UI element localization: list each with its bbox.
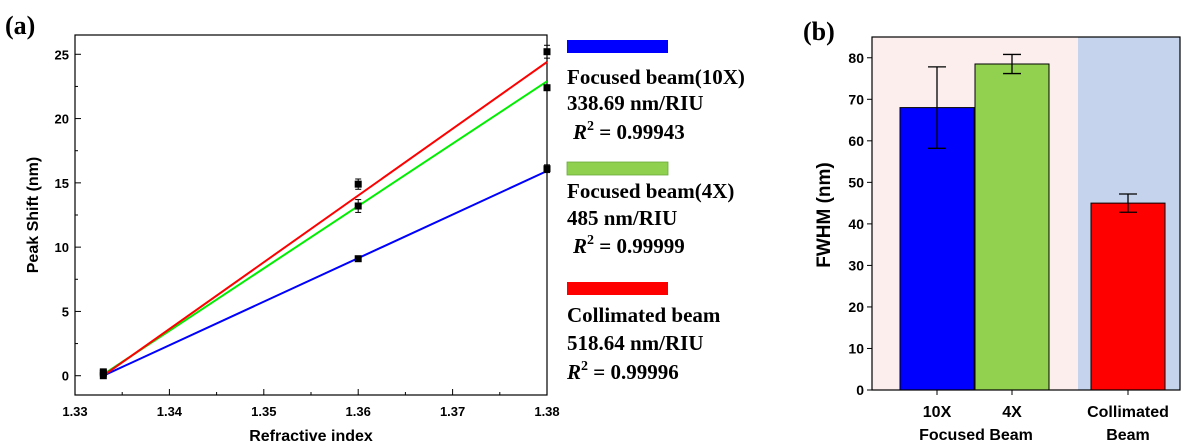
y-tick-label: 15 (55, 176, 69, 191)
legend-sensitivity-4x: 485 nm/RIU (567, 206, 677, 230)
bar-y-tick-label: 40 (848, 216, 864, 232)
bar-y-tick-label: 70 (848, 91, 864, 107)
fit-line-red (102, 61, 548, 377)
bar-0 (899, 107, 975, 391)
data-point-green (543, 84, 551, 92)
line-chart-frame (74, 34, 548, 396)
panel-b-label: (b) (803, 17, 835, 46)
bar-y-tick-label: 80 (848, 50, 864, 66)
y-tick-label: 0 (62, 369, 69, 384)
legend-r2-4x: R2 = 0.99999 (572, 233, 685, 258)
legend: Focused beam(10X) 338.69 nm/RIU R2 = 0.9… (566, 40, 745, 384)
legend-swatch-collimated (567, 282, 668, 295)
x-tick-label: 1.35 (251, 404, 276, 419)
bar-y-tick-label: 0 (856, 382, 864, 398)
legend-r2-value-10x: 0.99943 (616, 120, 684, 144)
data-point-blue (543, 165, 551, 173)
legend-r2-collimated: R2 = 0.99996 (566, 359, 679, 384)
bar-2 (1090, 202, 1166, 391)
bar-y-tick-label: 30 (848, 257, 864, 273)
bar-1 (974, 63, 1050, 391)
legend-name-4x: Focused beam(4X) (567, 179, 734, 203)
x-tick-label: 1.37 (440, 404, 465, 419)
legend-swatch-4x (566, 161, 669, 176)
y-tick-label: 10 (55, 240, 69, 255)
bar-y-tick-label: 10 (848, 340, 864, 356)
legend-name-collimated: Collimated beam (567, 303, 721, 327)
y-axis-label: Peak Shift (nm) (25, 157, 42, 273)
data-point-blue (354, 255, 362, 263)
legend-swatch-10x (567, 40, 668, 53)
legend-r2-value-collimated: 0.99996 (610, 360, 678, 384)
fit-line-blue (102, 170, 548, 377)
legend-sensitivity-10x: 338.69 nm/RIU (567, 91, 704, 115)
legend-sensitivity-collimated: 518.64 nm/RIU (567, 331, 704, 355)
line-chart: 1.33 1.34 1.35 1.36 1.37 1.38 0 5 10 15 20 25 Refr… (25, 34, 560, 445)
x-axis-label: Refractive index (249, 428, 373, 445)
bar-category-label-4x: 4X (1002, 404, 1022, 421)
x-tick-label: 1.34 (157, 404, 183, 419)
bar-category-label-collimated-line2: Beam (1106, 427, 1150, 444)
bar-y-tick-label: 50 (848, 174, 864, 190)
bar-y-axis-label: FWHM (nm) (814, 162, 835, 268)
bar-category-label-10x: 10X (923, 404, 952, 421)
fit-line-green (102, 80, 548, 376)
y-tick-label: 5 (62, 304, 69, 319)
bar-chart-frame (871, 36, 1181, 391)
bar-y-tick-label: 20 (848, 299, 864, 315)
x-tick-label: 1.36 (346, 404, 371, 419)
legend-r2-10x: R2 = 0.99943 (572, 119, 685, 144)
data-point-red (354, 180, 362, 188)
data-point-red (99, 368, 107, 376)
x-tick-label: 1.38 (534, 404, 559, 419)
y-tick-label: 20 (55, 112, 69, 127)
panel-a-label: (a) (5, 11, 35, 40)
x-tick-label: 1.33 (62, 404, 87, 419)
bar-category-label-collimated: Collimated (1087, 404, 1169, 421)
bar-y-tick-label: 60 (848, 133, 864, 149)
data-point-red (543, 48, 551, 56)
bar-chart: 0 10 20 30 40 50 60 70 80 FWHM (nm) 10X 4X Colli… (814, 36, 1181, 444)
legend-name-10x: Focused beam(10X) (567, 65, 745, 89)
legend-r2-value-4x: 0.99999 (616, 234, 684, 258)
data-point-green (354, 202, 362, 210)
bar-group-label-focused: Focused Beam (919, 427, 1033, 444)
y-tick-label: 25 (55, 47, 69, 62)
